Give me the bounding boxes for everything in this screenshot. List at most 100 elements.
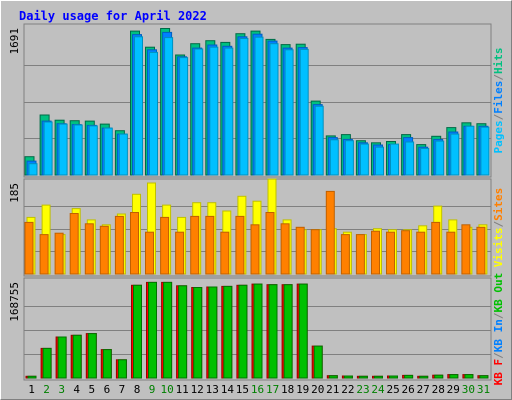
bar [254,36,264,176]
bar [420,148,430,176]
day-label: 14 [221,383,235,396]
bar [416,231,426,275]
series-kb-out [27,281,489,379]
bar [269,43,279,176]
bar [328,375,338,379]
bar [313,345,323,379]
bar [340,234,350,275]
bar [401,230,411,275]
bar [28,163,38,176]
day-label: 31 [477,383,490,396]
bar [190,215,200,275]
bar [446,231,456,275]
bar [209,46,219,176]
day-label: 9 [149,383,156,396]
panel-3: 168755 KB F/KB In/KB Out [8,273,505,386]
bar [73,124,83,176]
bar [69,213,79,275]
bar [42,347,52,379]
bar [72,334,82,379]
bar [235,215,245,275]
axis-label-part: KB In [492,319,505,352]
bar [476,226,486,275]
axis-label-part: Hits [492,48,505,75]
bar [43,121,53,176]
bar [283,284,293,379]
axis-label-part: Pages [492,120,505,153]
bar [145,231,154,275]
day-label: 30 [462,383,475,396]
bar [355,234,365,275]
day-label: 24 [371,383,385,396]
bar [419,375,429,379]
day-label: 27 [417,383,430,396]
day-label: 17 [266,383,279,396]
panel-2: 185 Visits/Sites [8,178,505,277]
bar [405,141,415,176]
bar [134,36,143,176]
bar [102,349,112,379]
bar [450,133,460,176]
bar [58,123,68,176]
bar [295,226,305,275]
day-label: 22 [341,383,354,396]
bar [133,284,142,379]
day-label: 7 [119,383,126,396]
bar [54,232,64,275]
bar [268,284,278,379]
panel-max-label: 168755 [8,282,21,322]
bar [87,333,97,379]
bar [325,190,335,275]
day-label: 16 [251,383,264,396]
day-label: 23 [356,383,369,396]
panel-axis-label: KB F/KB In/KB Out [492,273,505,386]
series-sites [24,190,486,275]
day-label: 21 [326,383,339,396]
day-label: 26 [401,383,414,396]
bar [299,48,309,176]
bar [205,215,215,275]
bar [148,281,157,379]
bar [118,133,128,176]
bar [386,231,395,275]
bar [358,375,368,379]
day-label: 12 [191,383,204,396]
bar [39,234,49,275]
bar [371,230,380,275]
day-label: 18 [281,383,294,396]
bar [160,216,170,275]
bar [375,146,384,176]
bar [461,224,471,275]
bar [130,212,139,275]
axis-label-part: KB F [492,359,505,386]
bar [314,105,324,176]
day-label: 19 [296,383,309,396]
panel-max-label: 1691 [8,28,21,55]
bar [149,51,158,176]
bar [465,125,475,176]
bar [208,286,218,379]
day-label: 28 [432,383,445,396]
bar [434,374,444,379]
day-label: 20 [311,383,324,396]
bar [359,143,369,176]
bar [163,281,173,379]
bar [114,215,124,275]
bar [343,375,353,379]
panel-max-label: 185 [8,183,21,203]
bar [479,375,489,379]
day-label: 10 [160,383,173,396]
chart-panels: 1691Pages/Files/Hits185Visits/Sites16875… [8,23,505,386]
bar [27,375,37,379]
bar [449,374,459,379]
bar [175,231,185,275]
axis-label-part: / [492,113,505,120]
bar [178,285,188,379]
bar [238,284,248,379]
bar [164,37,174,176]
bar [265,212,275,275]
axis-label-part: / [492,221,505,228]
bar [239,38,249,176]
